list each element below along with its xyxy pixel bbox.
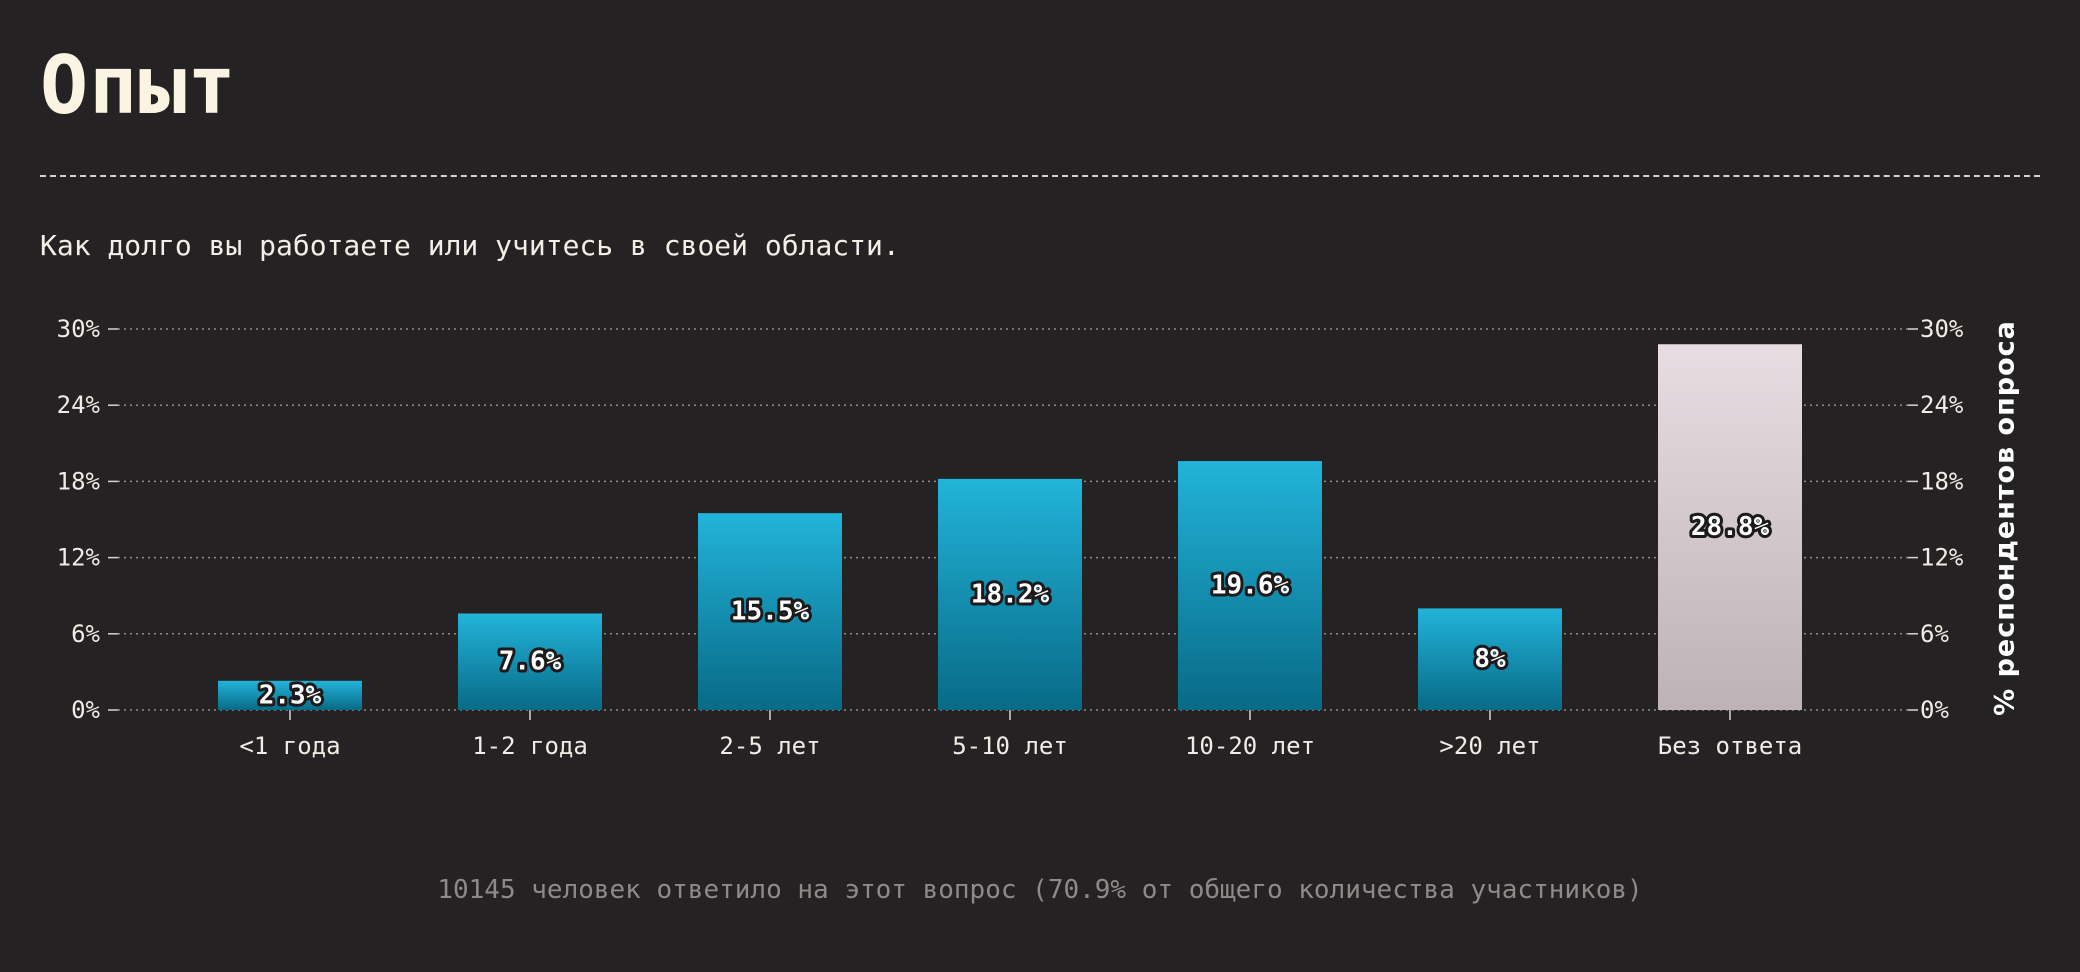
x-category-label: <1 года <box>239 732 340 760</box>
y-tick-label-right: 6% <box>1920 620 1949 648</box>
y-tick-label-right: 30% <box>1920 315 1964 343</box>
bar <box>458 613 602 710</box>
bar <box>1178 461 1322 710</box>
y-tick-label-left: 30% <box>57 315 101 343</box>
bar <box>1418 608 1562 710</box>
bar-value-label: 2.3% <box>259 680 322 710</box>
x-category-label: 1-2 года <box>472 732 588 760</box>
bars <box>218 344 1802 710</box>
respondents-footnote: 10145 человек ответило на этот вопрос (7… <box>437 875 1643 905</box>
x-axis-categories: <1 года 1-2 года 2-5 лет 5-10 лет 10-20 лет >… <box>239 710 1802 760</box>
bar-value-label: 15.5% <box>731 597 810 627</box>
y-tick-label-left: 18% <box>57 467 101 495</box>
y-tick-label-left: 0% <box>71 696 100 724</box>
bar-value-label: 18.2% <box>971 579 1050 609</box>
x-category-label: Без ответа <box>1658 732 1803 760</box>
bar-value-label: 19.6% <box>1211 571 1290 601</box>
question-text: Как долго вы работаете или учитесь в сво… <box>40 229 900 262</box>
y-tick-label-right: 24% <box>1920 391 1964 419</box>
title-divider <box>40 175 2040 177</box>
y-axis-ticks: 0% 0% 6% 6% 12% 12% 18% 18% 24% 24% 30% 30% <box>57 315 1964 724</box>
x-category-label: 5-10 лет <box>952 732 1068 760</box>
y-tick-label-left: 24% <box>57 391 101 419</box>
y-tick-label-right: 18% <box>1920 467 1964 495</box>
y-axis-title: % респондентов опроса <box>1990 320 2021 716</box>
bar <box>698 513 842 710</box>
bar <box>218 680 362 710</box>
bar-value-label: 7.6% <box>499 647 562 677</box>
y-tick-label-left: 12% <box>57 544 101 572</box>
bar <box>1658 344 1802 710</box>
bar-value-labels: 2.3% 7.6% 15.5% 18.2% 19.6% 8% 28.8% <box>256 509 1773 713</box>
bar-value-label: 8% <box>1474 644 1506 674</box>
y-tick-label-right: 12% <box>1920 544 1964 572</box>
bar-value-label: 28.8% <box>1691 512 1770 542</box>
y-tick-label-left: 6% <box>71 620 100 648</box>
x-category-label: 10-20 лет <box>1185 732 1315 760</box>
x-category-label: >20 лет <box>1439 732 1540 760</box>
x-category-label: 2-5 лет <box>719 732 820 760</box>
y-tick-label-right: 0% <box>1920 696 1949 724</box>
page-title: Опыт <box>40 39 237 132</box>
bar <box>938 478 1082 710</box>
